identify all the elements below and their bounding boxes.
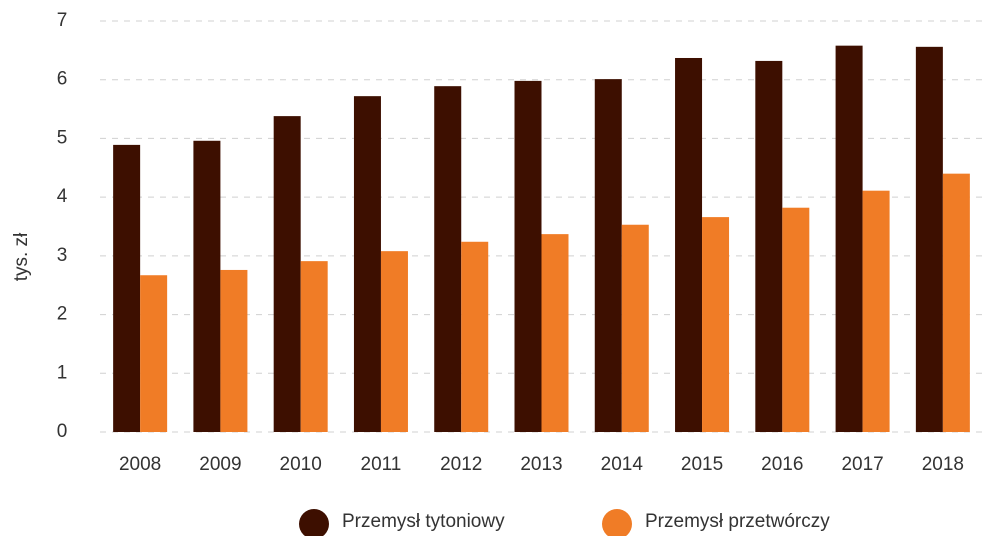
y-tick-label: 4 xyxy=(57,186,68,207)
y-tick-label: 0 xyxy=(57,421,68,442)
bar xyxy=(140,275,168,432)
bar xyxy=(755,60,783,432)
x-tick-label: 2008 xyxy=(119,454,161,475)
legend-label: Przemysł tytoniowy xyxy=(342,511,505,532)
bar xyxy=(353,96,381,432)
bar xyxy=(675,57,703,433)
y-tick-label: 3 xyxy=(57,245,68,266)
x-tick-label: 2010 xyxy=(280,454,322,475)
bar xyxy=(915,46,943,432)
bar xyxy=(702,217,730,432)
bar xyxy=(514,80,542,432)
x-tick-label: 2012 xyxy=(440,454,482,475)
y-tick-label: 1 xyxy=(57,362,68,383)
legend-label: Przemysł przetwórczy xyxy=(645,511,830,532)
bar xyxy=(621,224,649,432)
y-tick-label: 6 xyxy=(57,69,68,90)
bar xyxy=(782,207,810,432)
x-tick-label: 2018 xyxy=(922,454,964,475)
bar xyxy=(220,269,248,432)
bar xyxy=(300,261,328,432)
x-tick-label: 2014 xyxy=(601,454,644,475)
x-tick-label: 2016 xyxy=(761,454,803,475)
bar xyxy=(594,79,622,433)
bar xyxy=(835,45,863,432)
y-tick-label: 7 xyxy=(57,10,68,31)
bar xyxy=(461,241,489,432)
legend-marker xyxy=(299,509,329,536)
bar xyxy=(541,234,569,432)
y-tick-label: 2 xyxy=(57,304,68,325)
x-tick-label: 2013 xyxy=(520,454,562,475)
bar xyxy=(434,86,462,433)
bar xyxy=(380,251,408,432)
bar xyxy=(113,144,141,432)
x-tick-label: 2015 xyxy=(681,454,723,475)
bar xyxy=(193,140,221,432)
legend-marker xyxy=(602,509,632,536)
x-tick-label: 2009 xyxy=(199,454,241,475)
x-tick-label: 2011 xyxy=(361,454,402,475)
y-axis-title: tys. zł xyxy=(11,232,32,281)
x-tick-label: 2017 xyxy=(841,454,883,475)
bar xyxy=(942,173,970,432)
bar xyxy=(273,116,301,433)
bar xyxy=(862,190,890,432)
y-tick-label: 5 xyxy=(57,127,68,148)
